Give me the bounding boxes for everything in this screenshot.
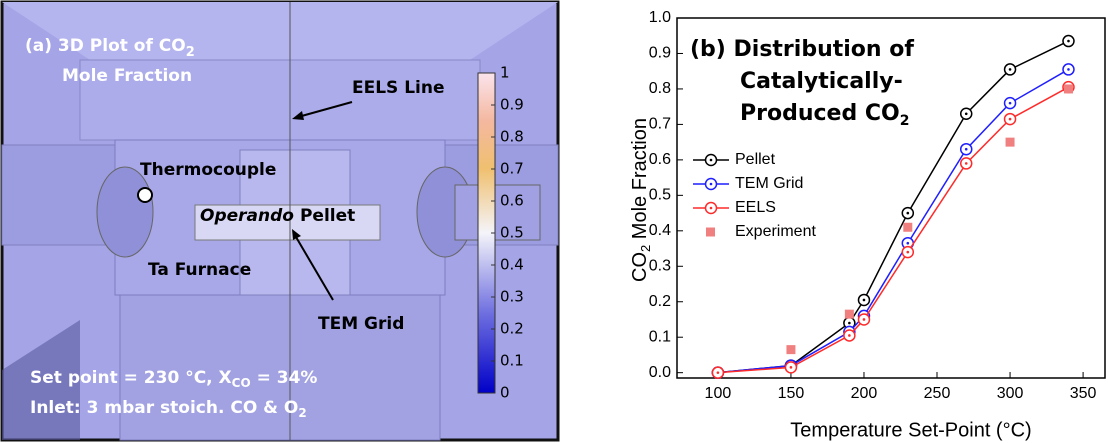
x-tick-label: 200: [851, 385, 878, 402]
render-port-left: [97, 167, 153, 257]
x-tick-label: 100: [705, 385, 732, 402]
marker-dot: [1009, 102, 1012, 105]
marker-dot: [906, 242, 909, 245]
label: Ta Furnace: [148, 260, 251, 280]
set-point: Set point = 230 °C, XCO = 34%: [30, 368, 317, 390]
y-label-text: CO: [629, 252, 651, 282]
title-sub: 2: [186, 45, 195, 60]
legend-swatch: [706, 228, 715, 237]
y-tick-label: 0.9: [649, 45, 671, 62]
marker: [845, 310, 854, 319]
colorbar-tick-label: 0.7: [500, 160, 524, 178]
label-italic: Operando: [200, 206, 294, 226]
colorbar-tick-label: 0.5: [500, 224, 524, 242]
legend-label: Experiment: [735, 223, 816, 240]
y-tick-label: 0.6: [649, 151, 671, 168]
x-tick-label: 350: [1070, 385, 1097, 402]
y-label-text: Mole Fraction: [629, 118, 651, 245]
marker-dot: [848, 322, 851, 325]
panel-b: 0.0 0.1 0.2 0.3 0.4 0.5 0.6 0.7 0.8 0.9 1.0 100 150 2…: [629, 9, 1105, 441]
colorbar-tick-label: 0.1: [500, 352, 524, 370]
marker: [786, 345, 795, 354]
y-tick-label: 0.3: [649, 257, 671, 274]
y-tick-label: 0.8: [649, 80, 671, 97]
colorbar-tick-label: 0.4: [500, 256, 524, 274]
y-tick-label: 0.4: [649, 222, 671, 239]
chart-title-text: Produced CO: [740, 101, 900, 126]
marker-dot: [965, 112, 968, 115]
y-tick-label: 0.2: [649, 293, 671, 310]
inlet-sub: 2: [298, 406, 306, 420]
y-axis-label: CO2 Mole Fraction: [629, 118, 653, 282]
chart-title: (b) Distribution of: [690, 37, 914, 62]
y-tick-label: 0.1: [649, 328, 671, 345]
label: TEM Grid: [318, 314, 404, 334]
marker-dot: [717, 371, 720, 374]
marker: [1006, 138, 1015, 147]
y-tick-label: 0.7: [649, 116, 671, 133]
legend-dot: [710, 207, 713, 210]
label: Operando Pellet: [200, 206, 355, 226]
set-point-sub: CO: [232, 376, 251, 390]
figure: (a) 3D Plot of CO2 Mole Fraction EELS Li…: [0, 0, 1108, 443]
panel-a-title: (a) 3D Plot of CO2: [25, 36, 195, 60]
marker-dot: [863, 299, 866, 302]
x-tick-label: 300: [997, 385, 1024, 402]
marker-dot: [1009, 118, 1012, 121]
label: Thermocouple: [140, 160, 276, 180]
marker: [1064, 84, 1073, 93]
x-tick-label: 250: [924, 385, 951, 402]
chart-title: Produced CO2: [740, 101, 909, 129]
inlet: Inlet: 3 mbar stoich. CO & O2: [30, 398, 307, 420]
inlet-text: Inlet: 3 mbar stoich. CO & O: [30, 398, 298, 418]
chart-title-text: Catalytically-: [740, 69, 903, 94]
marker-dot: [848, 334, 851, 337]
x-axis-label: Temperature Set-Point (°C): [790, 419, 1031, 441]
marker-dot: [1009, 68, 1012, 71]
legend-dot: [710, 159, 713, 162]
chart-title-text: (b) Distribution of: [690, 37, 914, 62]
legend-dot: [710, 183, 713, 186]
marker: [903, 223, 912, 232]
label-text: Pellet: [300, 206, 355, 226]
marker-dot: [790, 366, 793, 369]
marker-dot: [906, 251, 909, 254]
y-tick-label: 0.5: [649, 187, 671, 204]
chart-title-sub: 2: [900, 113, 910, 129]
marker-dot: [906, 212, 909, 215]
marker-dot: [863, 318, 866, 321]
y-tick-label: 0.0: [649, 364, 671, 381]
marker-dot: [1067, 40, 1070, 43]
colorbar-tick-label: 0: [500, 384, 510, 402]
marker-dot: [965, 148, 968, 151]
render-port-box: [455, 185, 540, 240]
marker-dot: [1067, 68, 1070, 71]
thermocouple-marker: [138, 188, 152, 202]
colorbar-tick-label: 0.2: [500, 320, 524, 338]
legend-label: EELS: [735, 199, 776, 216]
colorbar-tick-label: 1: [500, 64, 510, 82]
colorbar-tick-label: 0.8: [500, 128, 524, 146]
y-label-sub: 2: [638, 245, 653, 252]
label: EELS Line: [352, 78, 445, 98]
marker-dot: [965, 162, 968, 165]
set-point-text: Set point = 230 °C, X: [30, 368, 232, 388]
panel-a: (a) 3D Plot of CO2 Mole Fraction EELS Li…: [2, 2, 558, 440]
colorbar-tick-label: 0.6: [500, 192, 524, 210]
panel-a-title: Mole Fraction: [62, 66, 192, 86]
chart-title: Catalytically-: [740, 69, 903, 94]
legend-label: Pellet: [735, 151, 776, 168]
set-point-text: = 34%: [251, 368, 318, 388]
x-tick-label: 150: [778, 385, 805, 402]
title-text: (a) 3D Plot of CO: [25, 36, 186, 56]
legend-label: TEM Grid: [735, 175, 803, 192]
colorbar-tick-label: 0.9: [500, 96, 524, 114]
y-tick-label: 1.0: [649, 9, 671, 26]
colorbar-tick-label: 0.3: [500, 288, 524, 306]
